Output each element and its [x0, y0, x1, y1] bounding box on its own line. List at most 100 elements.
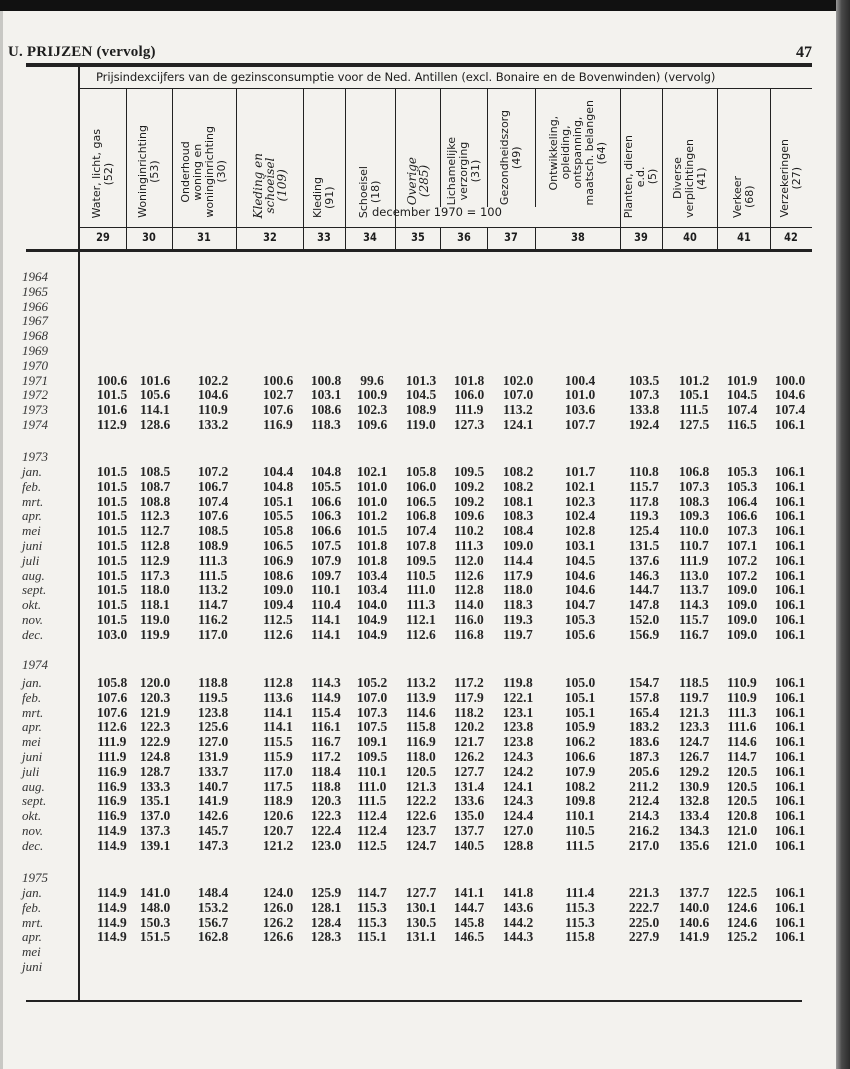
- table-cell: 108.9: [405, 402, 437, 418]
- table-cell: 102.2: [197, 372, 229, 388]
- table-cell: 106.9: [262, 552, 294, 568]
- table-cell: 124.7: [405, 837, 437, 853]
- table-cell: 127.7: [405, 885, 437, 900]
- row-label: 1971: [22, 372, 48, 388]
- table-cell: 141.9: [678, 929, 710, 945]
- table-cell: 130.1: [405, 899, 437, 915]
- row-label: dec.: [22, 626, 44, 642]
- table-cell: 104.8: [310, 464, 342, 479]
- table-cell: 106.0: [405, 478, 437, 494]
- page-number: 47: [796, 44, 812, 61]
- table-cell: 111.6: [727, 719, 757, 735]
- table-cell: 108.5: [139, 464, 171, 479]
- table-cell: 110.9: [727, 675, 757, 690]
- table-cell: 103.4: [356, 567, 388, 583]
- table-cell: 112.5: [263, 612, 293, 627]
- table-cell: 144.7: [453, 899, 485, 915]
- table-cell: 103.1: [310, 387, 342, 403]
- column-number-divider: [717, 228, 718, 249]
- table-cell: 111.4: [565, 885, 595, 900]
- table-cell: 121.0: [726, 823, 758, 838]
- column-number-divider: [487, 228, 488, 249]
- column-label: Water, licht, gas (52): [90, 129, 115, 218]
- table-cell: 120.2: [453, 719, 485, 735]
- column-divider: [126, 89, 127, 227]
- table-cell: 116.9: [97, 808, 127, 824]
- column-label-line: (53): [148, 160, 161, 183]
- table-cell: 117.5: [263, 778, 293, 794]
- table-cell: 112.9: [140, 552, 170, 568]
- table-cell: 106.1: [774, 508, 806, 524]
- stub-column-rule: [78, 66, 80, 1002]
- table-cell: 147.8: [628, 597, 660, 613]
- table-cell: 107.9: [564, 763, 596, 779]
- table-cell: 116.7: [311, 734, 341, 750]
- table-cell: 111.9: [454, 402, 484, 418]
- column-divider: [440, 89, 441, 207]
- table-title: Prijsindexcijfers van de gezinsconsumpti…: [96, 70, 716, 84]
- table-cell: 115.9: [263, 749, 293, 764]
- table-cell: 127.0: [197, 734, 229, 750]
- table-cell: 106.1: [774, 778, 806, 794]
- table-cell: 222.7: [628, 899, 660, 915]
- column-number: 39: [634, 230, 648, 244]
- table-cell: 102.4: [564, 508, 596, 524]
- table-cell: 103.0: [96, 626, 128, 642]
- table-cell: 106.2: [564, 734, 596, 750]
- table-cell: 100.8: [310, 372, 342, 388]
- table-cell: 130.5: [405, 914, 437, 930]
- table-cell: 115.1: [357, 929, 387, 945]
- table-cell: 137.7: [678, 885, 710, 900]
- column-label-line: ontspanning,: [570, 116, 584, 189]
- table-cell: 101.5: [96, 508, 128, 524]
- top-thick-rule: [26, 63, 812, 67]
- column-divider: [717, 89, 718, 227]
- column-header: Diverse verplichtingen (41): [662, 90, 717, 218]
- table-cell: 105.1: [678, 387, 710, 403]
- table-cell: 117.0: [263, 763, 293, 779]
- column-number: 31: [197, 230, 211, 244]
- section-year-heading: 1975: [22, 870, 48, 885]
- table-cell: 111.5: [679, 402, 709, 418]
- table-cell: 107.3: [628, 387, 660, 403]
- table-cell: 103.5: [628, 372, 660, 388]
- table-cell: 101.5: [96, 567, 128, 583]
- table-cell: 116.1: [311, 719, 341, 735]
- column-number: 38: [570, 230, 585, 244]
- table-cell: 107.4: [726, 402, 758, 418]
- table-cell: 133.8: [628, 402, 660, 418]
- table-cell: 102.8: [564, 523, 596, 539]
- table-cell: 100.6: [262, 372, 294, 388]
- column-label-line: Lichamelijke: [444, 136, 458, 205]
- row-label: feb.: [22, 689, 42, 705]
- column-header: Kleding en schoeisel (109): [236, 90, 303, 218]
- table-cell: 117.0: [198, 626, 228, 642]
- table-cell: 123.8: [502, 734, 534, 750]
- table-cell: 116.9: [263, 417, 293, 432]
- column-number-divider: [126, 228, 127, 249]
- table-cell: 109.6: [356, 417, 388, 432]
- table-cell: 113.0: [679, 567, 709, 583]
- table-cell: 129.2: [678, 763, 710, 779]
- table-cell: 115.8: [406, 719, 436, 735]
- table-cell: 127.3: [453, 417, 485, 432]
- table-cell: 125.2: [726, 929, 758, 945]
- table-cell: 141.8: [502, 885, 534, 900]
- table-cell: 123.3: [678, 719, 710, 735]
- column-label: Verzekeringen (27): [778, 139, 803, 218]
- table-cell: 118.0: [406, 749, 436, 764]
- table-cell: 141.1: [453, 885, 485, 900]
- column-number-divider: [395, 228, 396, 249]
- row-label: jan.: [22, 675, 42, 690]
- column-number-divider: [440, 228, 441, 249]
- table-cell: 154.7: [628, 675, 660, 690]
- table-cell: 105.5: [310, 478, 342, 494]
- table-cell: 102.1: [356, 464, 388, 479]
- table-cell: 111.3: [727, 704, 757, 720]
- table-cell: 112.7: [140, 523, 170, 539]
- row-label: apr.: [22, 929, 42, 945]
- table-cell: 101.6: [96, 402, 128, 418]
- table-cell: 114.4: [503, 552, 533, 568]
- table-cell: 106.8: [678, 464, 710, 479]
- table-cell: 107.2: [726, 552, 758, 568]
